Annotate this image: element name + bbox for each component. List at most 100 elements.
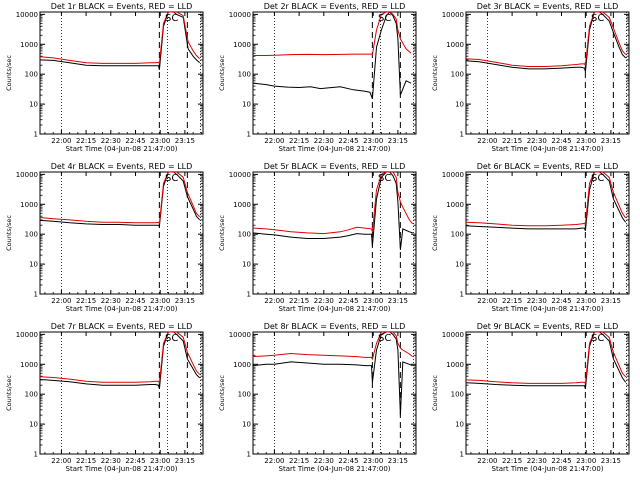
x-axis-label: Start Time (04-Jun-08 21:47:00) xyxy=(279,145,391,153)
y-axis-label: Counts/sec xyxy=(431,375,439,411)
series-line-lld xyxy=(253,332,414,361)
y-tick-label: 10 xyxy=(29,421,38,429)
x-tick-label: 22:45 xyxy=(551,137,571,145)
x-tick-label: 23:15 xyxy=(601,297,621,305)
y-axis-label: Counts/sec xyxy=(431,55,439,91)
y-tick-label: 10 xyxy=(242,101,251,109)
x-tick-label: 22:00 xyxy=(264,457,284,465)
y-tick-label: 10 xyxy=(455,261,464,269)
y-tick-label: 10 xyxy=(242,421,251,429)
y-tick-label: 100 xyxy=(238,391,251,399)
panel-title: Det 8r BLACK = Events, RED = LLD xyxy=(264,322,406,331)
x-tick-label: 22:45 xyxy=(338,457,358,465)
x-tick-label: 22:30 xyxy=(101,137,121,145)
x-tick-label: 22:15 xyxy=(289,137,309,145)
y-tick-label: 1 xyxy=(247,131,251,139)
y-tick-label: 1 xyxy=(247,291,251,299)
y-tick-label: 1 xyxy=(460,451,464,459)
y-tick-label: 1 xyxy=(34,291,38,299)
y-tick-label: 10000 xyxy=(16,11,38,19)
y-tick-label: 100 xyxy=(451,391,464,399)
panel-title: Det 9r BLACK = Events, RED = LLD xyxy=(477,322,619,331)
x-tick-label: 22:30 xyxy=(314,457,334,465)
x-tick-label: 23:00 xyxy=(363,137,383,145)
x-tick-label: 23:15 xyxy=(388,457,408,465)
y-tick-label: 1000 xyxy=(233,201,251,209)
y-axis-label: Counts/sec xyxy=(431,215,439,251)
series-line-lld xyxy=(40,332,201,385)
x-tick-label: 22:45 xyxy=(338,297,358,305)
y-tick-label: 100 xyxy=(25,391,38,399)
x-tick-label: 22:15 xyxy=(76,297,96,305)
x-tick-label: 22:30 xyxy=(101,297,121,305)
y-tick-label: 1000 xyxy=(446,41,464,49)
x-tick-label: 23:15 xyxy=(388,137,408,145)
y-axis-label: Counts/sec xyxy=(5,375,13,411)
x-tick-label: 23:00 xyxy=(150,297,170,305)
x-tick-label: 23:00 xyxy=(150,457,170,465)
x-tick-label: 22:45 xyxy=(551,297,571,305)
x-tick-label: 23:00 xyxy=(363,297,383,305)
x-tick-label: 22:30 xyxy=(527,457,547,465)
sc-annotation: SC xyxy=(591,173,604,184)
series-line-events xyxy=(253,332,413,416)
panel-title: Det 1r BLACK = Events, RED = LLD xyxy=(51,2,193,11)
x-tick-label: 22:00 xyxy=(51,457,71,465)
sc-annotation: SC xyxy=(165,173,178,184)
panel-det-9: Det 9r BLACK = Events, RED = LLD 1 10 100 10… xyxy=(431,322,630,473)
series-line-lld xyxy=(466,332,627,385)
series-line-lld xyxy=(253,12,412,56)
x-tick-label: 23:00 xyxy=(576,457,596,465)
y-tick-label: 1000 xyxy=(233,41,251,49)
panel-det-8: Det 8r BLACK = Events, RED = LLD 1 10 100 10… xyxy=(218,322,417,473)
x-tick-label: 22:00 xyxy=(477,137,497,145)
panel-det-3: Det 3r BLACK = Events, RED = LLD 1 10 100 10… xyxy=(431,2,630,153)
x-axis-label: Start Time (04-Jun-08 21:47:00) xyxy=(279,465,391,473)
y-tick-label: 1000 xyxy=(20,361,38,369)
series-line-events xyxy=(40,172,201,228)
y-tick-label: 100 xyxy=(25,71,38,79)
x-tick-label: 22:00 xyxy=(477,457,497,465)
x-tick-label: 22:00 xyxy=(264,297,284,305)
x-tick-label: 23:15 xyxy=(175,297,195,305)
y-tick-label: 1 xyxy=(460,131,464,139)
y-tick-label: 1 xyxy=(247,451,251,459)
x-tick-label: 22:00 xyxy=(264,137,284,145)
series-line-lld xyxy=(466,172,627,227)
x-tick-label: 22:45 xyxy=(338,137,358,145)
x-tick-label: 22:45 xyxy=(125,457,145,465)
y-tick-label: 10000 xyxy=(229,171,251,179)
plot-frame xyxy=(39,11,204,135)
series-line-events xyxy=(466,12,627,72)
x-tick-label: 23:15 xyxy=(175,137,195,145)
y-axis-label: Counts/sec xyxy=(5,215,13,251)
x-tick-label: 22:15 xyxy=(289,457,309,465)
y-tick-label: 1000 xyxy=(20,41,38,49)
y-tick-label: 1 xyxy=(34,131,38,139)
plot-frame xyxy=(39,331,204,455)
panel-title: Det 5r BLACK = Events, RED = LLD xyxy=(264,162,406,171)
series-line-lld xyxy=(40,172,201,225)
series-line-lld xyxy=(253,172,414,235)
sc-annotation: SC xyxy=(591,13,604,24)
x-tick-label: 22:15 xyxy=(502,457,522,465)
y-tick-label: 10000 xyxy=(442,171,464,179)
plot-frame xyxy=(465,171,630,295)
y-tick-label: 100 xyxy=(25,231,38,239)
y-tick-label: 10000 xyxy=(442,11,464,19)
y-tick-label: 10 xyxy=(455,101,464,109)
panel-det-1: Det 1r BLACK = Events, RED = LLD 1 10 100 10… xyxy=(5,2,204,153)
y-tick-label: 100 xyxy=(238,71,251,79)
y-tick-label: 100 xyxy=(451,231,464,239)
x-tick-label: 22:00 xyxy=(51,137,71,145)
x-tick-label: 23:00 xyxy=(363,457,383,465)
x-tick-label: 22:15 xyxy=(76,457,96,465)
x-axis-label: Start Time (04-Jun-08 21:47:00) xyxy=(492,145,604,153)
panel-title: Det 4r BLACK = Events, RED = LLD xyxy=(51,162,193,171)
y-tick-label: 10 xyxy=(455,421,464,429)
series-line-events xyxy=(253,172,413,250)
y-tick-label: 1000 xyxy=(446,201,464,209)
x-tick-label: 22:15 xyxy=(76,137,96,145)
y-axis-label: Counts/sec xyxy=(5,55,13,91)
